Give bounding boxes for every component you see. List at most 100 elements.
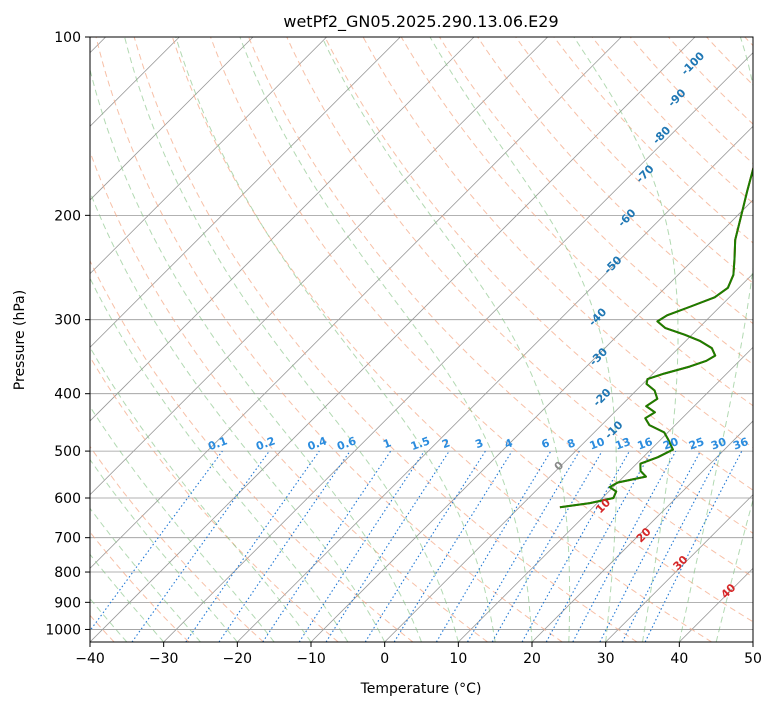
axis-layer: −40 −30 −20 −10 0 10 20 30 40 5010020030040050060… [45, 30, 762, 667]
mixing-ratio-label: 13 [613, 435, 632, 452]
moist-adiabat-line [90, 346, 312, 642]
moist-adiabat-line [175, 37, 496, 642]
y-tick-label: 700 [54, 531, 81, 547]
plot-background [90, 37, 753, 642]
moist-adiabat-line [124, 37, 459, 642]
isotherm-line [384, 273, 753, 642]
mixing-ratio-label: 1.5 [409, 434, 432, 453]
mixing-ratio-label: 6 [540, 436, 552, 451]
mixing-ratio-label: 25 [687, 435, 706, 452]
mixing-ratio-label: 36 [731, 435, 750, 453]
mixing-ratio-line [262, 450, 392, 642]
mixing-ratio-label: 0.1 [206, 434, 229, 453]
mixing-ratio-label: 8 [565, 436, 577, 451]
dry-adiabat-line [553, 37, 753, 244]
mixing-ratio-label: 0.4 [306, 434, 329, 453]
isotherm-line [90, 37, 548, 496]
isotherm-line [237, 125, 753, 642]
grid-layer [90, 37, 753, 642]
moist-adiabat-line [321, 37, 571, 642]
dry-adiabat-line [90, 259, 414, 642]
dry-adiabat-line [438, 37, 753, 366]
x-tick-label: 10 [449, 651, 467, 667]
plot-frame [89, 36, 754, 643]
moist-adiabat-line [678, 37, 753, 642]
mixing-ratio-label: 30 [709, 435, 728, 453]
isotherm-line [752, 641, 753, 642]
moist-adiabat-line [90, 597, 128, 642]
isotherm-line [90, 37, 401, 348]
moist-adiabat-line [752, 640, 753, 642]
moist-adiabat-line [573, 37, 679, 642]
mixing-ratio-line [644, 450, 743, 642]
x-tick-label: −20 [223, 651, 253, 667]
dry-adiabat-line [248, 37, 753, 578]
y-tick-label: 600 [54, 491, 81, 507]
mixing-ratio-label: 16 [636, 435, 655, 453]
mixing-ratio-line [131, 450, 270, 642]
moist-adiabat-line [90, 190, 386, 642]
mixing-ratio-label: 4 [503, 436, 515, 451]
moist-adiabat-line [90, 277, 349, 642]
isotherm-line [90, 37, 475, 422]
isotherm-line [163, 52, 753, 642]
isotherm-line [605, 494, 753, 642]
x-tick-label: −10 [296, 651, 326, 667]
dry-adiabat-line [400, 37, 753, 407]
isotherm-line [90, 37, 254, 201]
x-tick-label: 30 [597, 651, 615, 667]
x-tick-label: 0 [380, 651, 389, 667]
dry-adiabat-line [286, 37, 753, 534]
mixing-ratio-line [521, 450, 630, 642]
mixing-ratio-line [298, 450, 425, 642]
mixing-ratio-line [90, 450, 223, 632]
y-tick-label: 1000 [45, 622, 81, 638]
y-tick-label: 300 [54, 313, 81, 329]
dry-adiabat-line [210, 37, 753, 623]
moist-adiabat-line [90, 507, 201, 642]
isotherm-line [458, 346, 753, 642]
moist-adiabat-line [90, 553, 165, 642]
mixing-ratio-label: 3 [473, 436, 485, 451]
moist-adiabat-line [715, 498, 753, 642]
dewpoint-profile-line [559, 165, 753, 509]
y-axis-title: Pressure (hPa) [12, 290, 28, 390]
y-tick-label: 400 [54, 387, 81, 403]
moist-adiabat-line [239, 37, 533, 642]
x-tick-label: 20 [523, 651, 541, 667]
mixing-ratio-line [572, 450, 677, 642]
y-tick-label: 100 [54, 30, 81, 46]
moist-adiabat-line [429, 37, 617, 642]
moist-adiabat-line [90, 405, 275, 642]
x-tick-label: −40 [75, 651, 105, 667]
mixing-ratio-line [393, 450, 513, 642]
series-layer [559, 165, 753, 509]
dry-adiabat-line [324, 37, 753, 491]
mixing-ratio-line [545, 450, 653, 642]
y-tick-label: 500 [54, 444, 81, 460]
mixing-ratio-label: 0.6 [335, 434, 358, 453]
x-tick-label: 40 [670, 651, 688, 667]
chart-title: wetPf2_GN05.2025.290.13.06.E29 [283, 12, 558, 32]
x-tick-label: −30 [149, 651, 179, 667]
isotherm-line [531, 420, 753, 642]
isotherm-line [90, 37, 622, 569]
dry-adiabat-line [90, 150, 488, 642]
dry-adiabat-line [515, 37, 753, 284]
y-tick-label: 800 [54, 565, 81, 581]
mixing-ratio-label: 0.2 [254, 434, 277, 453]
mixing-ratio-label: 20 [661, 435, 680, 453]
mixing-ratio-line [325, 450, 450, 642]
dry-adiabat-line [362, 37, 753, 449]
dry-adiabat-line [171, 37, 712, 642]
moist-adiabat-line [90, 458, 238, 642]
dry-adiabat-line [95, 37, 563, 642]
mixing-ratio-label: 1 [381, 436, 393, 451]
y-tick-label: 200 [54, 208, 81, 224]
mixing-ratio-line [218, 450, 351, 642]
mixing-ratio-label: 10 [588, 435, 607, 453]
mixing-ratio-label: 2 [440, 436, 452, 451]
dry-adiabat-line [90, 445, 264, 642]
moist-adiabat-line [90, 67, 422, 642]
